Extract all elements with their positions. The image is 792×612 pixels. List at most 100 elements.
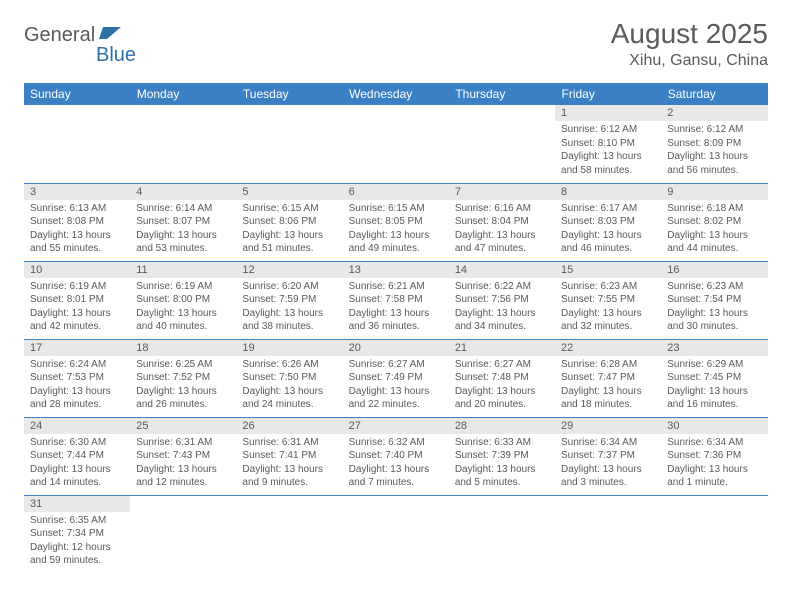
sunrise-text: Sunrise: 6:30 AM (30, 436, 124, 450)
calendar-cell (130, 105, 236, 183)
day-number: 13 (343, 262, 449, 278)
day-details: Sunrise: 6:14 AMSunset: 8:07 PMDaylight:… (130, 200, 236, 260)
daylight-text: Daylight: 13 hours and 49 minutes. (349, 229, 443, 256)
sunrise-text: Sunrise: 6:18 AM (667, 202, 761, 216)
calendar-cell: 17Sunrise: 6:24 AMSunset: 7:53 PMDayligh… (24, 339, 130, 417)
day-number: 2 (661, 105, 767, 121)
daylight-text: Daylight: 13 hours and 46 minutes. (561, 229, 655, 256)
sunrise-text: Sunrise: 6:19 AM (30, 280, 124, 294)
calendar-cell: 26Sunrise: 6:31 AMSunset: 7:41 PMDayligh… (236, 417, 342, 495)
sunset-text: Sunset: 8:08 PM (30, 215, 124, 229)
day-details: Sunrise: 6:25 AMSunset: 7:52 PMDaylight:… (130, 356, 236, 416)
day-details: Sunrise: 6:33 AMSunset: 7:39 PMDaylight:… (449, 434, 555, 494)
sunset-text: Sunset: 8:05 PM (349, 215, 443, 229)
calendar-cell: 28Sunrise: 6:33 AMSunset: 7:39 PMDayligh… (449, 417, 555, 495)
calendar-cell: 27Sunrise: 6:32 AMSunset: 7:40 PMDayligh… (343, 417, 449, 495)
weekday-header-row: Sunday Monday Tuesday Wednesday Thursday… (24, 83, 768, 105)
calendar-cell: 31Sunrise: 6:35 AMSunset: 7:34 PMDayligh… (24, 495, 130, 573)
day-details: Sunrise: 6:12 AMSunset: 8:10 PMDaylight:… (555, 121, 661, 181)
daylight-text: Daylight: 13 hours and 14 minutes. (30, 463, 124, 490)
sunset-text: Sunset: 7:43 PM (136, 449, 230, 463)
calendar-cell: 22Sunrise: 6:28 AMSunset: 7:47 PMDayligh… (555, 339, 661, 417)
daylight-text: Daylight: 13 hours and 1 minute. (667, 463, 761, 490)
day-details: Sunrise: 6:35 AMSunset: 7:34 PMDaylight:… (24, 512, 130, 572)
sunset-text: Sunset: 7:54 PM (667, 293, 761, 307)
calendar-cell (236, 495, 342, 573)
weekday-header: Wednesday (343, 83, 449, 105)
day-details: Sunrise: 6:30 AMSunset: 7:44 PMDaylight:… (24, 434, 130, 494)
sunrise-text: Sunrise: 6:15 AM (349, 202, 443, 216)
calendar-cell: 8Sunrise: 6:17 AMSunset: 8:03 PMDaylight… (555, 183, 661, 261)
sunset-text: Sunset: 8:04 PM (455, 215, 549, 229)
day-details: Sunrise: 6:31 AMSunset: 7:43 PMDaylight:… (130, 434, 236, 494)
daylight-text: Daylight: 13 hours and 18 minutes. (561, 385, 655, 412)
day-details: Sunrise: 6:27 AMSunset: 7:48 PMDaylight:… (449, 356, 555, 416)
calendar-row: 3Sunrise: 6:13 AMSunset: 8:08 PMDaylight… (24, 183, 768, 261)
sunrise-text: Sunrise: 6:31 AM (242, 436, 336, 450)
daylight-text: Daylight: 13 hours and 58 minutes. (561, 150, 655, 177)
day-number: 23 (661, 340, 767, 356)
day-number: 19 (236, 340, 342, 356)
day-number: 9 (661, 184, 767, 200)
sunset-text: Sunset: 7:45 PM (667, 371, 761, 385)
sunset-text: Sunset: 8:09 PM (667, 137, 761, 151)
weekday-header: Friday (555, 83, 661, 105)
calendar-cell: 21Sunrise: 6:27 AMSunset: 7:48 PMDayligh… (449, 339, 555, 417)
sunset-text: Sunset: 8:07 PM (136, 215, 230, 229)
sunset-text: Sunset: 7:56 PM (455, 293, 549, 307)
daylight-text: Daylight: 13 hours and 56 minutes. (667, 150, 761, 177)
logo-text-2: Blue (96, 44, 136, 66)
daylight-text: Daylight: 13 hours and 26 minutes. (136, 385, 230, 412)
daylight-text: Daylight: 13 hours and 28 minutes. (30, 385, 124, 412)
calendar-row: 17Sunrise: 6:24 AMSunset: 7:53 PMDayligh… (24, 339, 768, 417)
sunrise-text: Sunrise: 6:23 AM (667, 280, 761, 294)
calendar-cell (343, 495, 449, 573)
sunrise-text: Sunrise: 6:27 AM (455, 358, 549, 372)
day-number (130, 105, 236, 109)
daylight-text: Daylight: 13 hours and 40 minutes. (136, 307, 230, 334)
sunrise-text: Sunrise: 6:25 AM (136, 358, 230, 372)
sunrise-text: Sunrise: 6:22 AM (455, 280, 549, 294)
day-number: 5 (236, 184, 342, 200)
calendar-cell: 6Sunrise: 6:15 AMSunset: 8:05 PMDaylight… (343, 183, 449, 261)
day-number: 8 (555, 184, 661, 200)
sunrise-text: Sunrise: 6:35 AM (30, 514, 124, 528)
day-number: 11 (130, 262, 236, 278)
calendar-cell: 30Sunrise: 6:34 AMSunset: 7:36 PMDayligh… (661, 417, 767, 495)
daylight-text: Daylight: 13 hours and 9 minutes. (242, 463, 336, 490)
sunrise-text: Sunrise: 6:27 AM (349, 358, 443, 372)
day-details: Sunrise: 6:15 AMSunset: 8:06 PMDaylight:… (236, 200, 342, 260)
day-number (236, 496, 342, 500)
calendar-cell: 19Sunrise: 6:26 AMSunset: 7:50 PMDayligh… (236, 339, 342, 417)
day-details: Sunrise: 6:22 AMSunset: 7:56 PMDaylight:… (449, 278, 555, 338)
calendar-cell: 10Sunrise: 6:19 AMSunset: 8:01 PMDayligh… (24, 261, 130, 339)
calendar-cell (130, 495, 236, 573)
sunset-text: Sunset: 7:37 PM (561, 449, 655, 463)
sunset-text: Sunset: 7:41 PM (242, 449, 336, 463)
sunset-text: Sunset: 7:36 PM (667, 449, 761, 463)
sunset-text: Sunset: 8:06 PM (242, 215, 336, 229)
calendar-cell: 11Sunrise: 6:19 AMSunset: 8:00 PMDayligh… (130, 261, 236, 339)
daylight-text: Daylight: 13 hours and 24 minutes. (242, 385, 336, 412)
day-number: 25 (130, 418, 236, 434)
day-number (236, 105, 342, 109)
calendar-cell: 5Sunrise: 6:15 AMSunset: 8:06 PMDaylight… (236, 183, 342, 261)
calendar-cell: 7Sunrise: 6:16 AMSunset: 8:04 PMDaylight… (449, 183, 555, 261)
day-number: 31 (24, 496, 130, 512)
calendar-cell (555, 495, 661, 573)
sunset-text: Sunset: 7:49 PM (349, 371, 443, 385)
sunrise-text: Sunrise: 6:14 AM (136, 202, 230, 216)
calendar-cell: 15Sunrise: 6:23 AMSunset: 7:55 PMDayligh… (555, 261, 661, 339)
flag-icon (99, 25, 121, 46)
day-details: Sunrise: 6:28 AMSunset: 7:47 PMDaylight:… (555, 356, 661, 416)
day-details: Sunrise: 6:16 AMSunset: 8:04 PMDaylight:… (449, 200, 555, 260)
day-number (449, 496, 555, 500)
daylight-text: Daylight: 13 hours and 36 minutes. (349, 307, 443, 334)
sunrise-text: Sunrise: 6:34 AM (667, 436, 761, 450)
calendar-cell: 12Sunrise: 6:20 AMSunset: 7:59 PMDayligh… (236, 261, 342, 339)
sunset-text: Sunset: 7:50 PM (242, 371, 336, 385)
day-number: 4 (130, 184, 236, 200)
calendar-cell: 25Sunrise: 6:31 AMSunset: 7:43 PMDayligh… (130, 417, 236, 495)
calendar-row: 24Sunrise: 6:30 AMSunset: 7:44 PMDayligh… (24, 417, 768, 495)
daylight-text: Daylight: 13 hours and 47 minutes. (455, 229, 549, 256)
